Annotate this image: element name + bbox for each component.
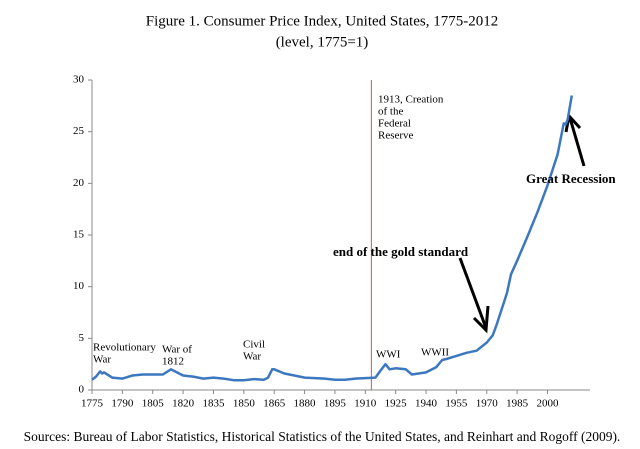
x-tick-label: 1955 bbox=[445, 398, 468, 410]
x-tick-label: 2000 bbox=[536, 398, 559, 410]
annotation: War bbox=[243, 351, 261, 363]
x-tick-label: 1880 bbox=[294, 398, 317, 410]
y-tick-label: 20 bbox=[73, 177, 85, 189]
chart-subtitle: (level, 1775=1) bbox=[276, 34, 369, 50]
x-tick-label: 1985 bbox=[506, 398, 529, 410]
annotation: War of bbox=[162, 344, 192, 356]
x-tick-label: 1925 bbox=[385, 398, 408, 410]
annotation: 1913, Creation bbox=[378, 94, 444, 106]
x-tick-label: 1970 bbox=[476, 398, 499, 410]
annotation: War bbox=[93, 354, 111, 366]
annotation: end of the gold standard bbox=[333, 244, 469, 259]
chart-title: Figure 1. Consumer Price Index, United S… bbox=[146, 13, 498, 29]
annotation: Federal bbox=[378, 118, 411, 130]
x-tick-label: 1805 bbox=[142, 398, 165, 410]
x-tick-label: 1835 bbox=[202, 398, 225, 410]
x-tick-label: 1775 bbox=[81, 398, 104, 410]
arrow bbox=[458, 257, 490, 334]
x-tick-label: 1910 bbox=[354, 398, 377, 410]
annotation: Great Recession bbox=[526, 171, 616, 186]
x-tick-label: 1820 bbox=[172, 398, 195, 410]
x-tick-label: 1865 bbox=[263, 398, 286, 410]
annotation: Revolutionary bbox=[93, 342, 156, 354]
x-tick-label: 1940 bbox=[415, 398, 438, 410]
annotation: WWII bbox=[421, 347, 449, 359]
annotation: Reserve bbox=[378, 130, 414, 142]
annotation: of the bbox=[378, 106, 403, 118]
y-tick-label: 25 bbox=[73, 125, 85, 137]
y-tick-label: 10 bbox=[73, 280, 85, 292]
source-note: Sources: Bureau of Labor Statistics, His… bbox=[24, 429, 621, 444]
y-tick-label: 0 bbox=[79, 384, 85, 396]
x-tick-label: 1850 bbox=[233, 398, 256, 410]
y-tick-label: 30 bbox=[73, 74, 85, 86]
annotation: WWI bbox=[376, 349, 401, 361]
annotation: 1812 bbox=[162, 356, 184, 368]
x-tick-label: 1895 bbox=[324, 398, 347, 410]
arrow bbox=[564, 112, 586, 167]
y-tick-label: 5 bbox=[79, 332, 85, 344]
data-line bbox=[91, 95, 574, 382]
y-tick-label: 15 bbox=[73, 229, 85, 241]
x-tick-label: 1790 bbox=[111, 398, 134, 410]
annotation: Civil bbox=[243, 339, 265, 351]
